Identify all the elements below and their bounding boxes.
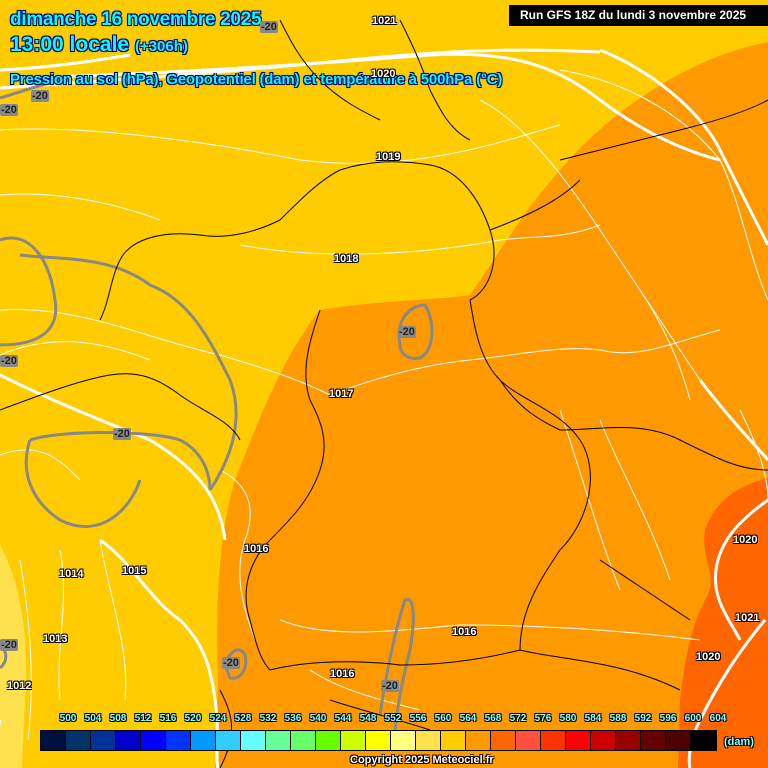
isobar-label: 1016: [330, 668, 355, 680]
legend-tick: 588: [609, 713, 627, 724]
legend-swatch: [441, 731, 466, 750]
legend-swatch: [166, 731, 191, 750]
forecast-offset: (+306h): [134, 38, 188, 55]
legend-tick: 576: [534, 713, 552, 724]
legend-swatch: [541, 731, 566, 750]
legend-unit: (dam): [724, 736, 754, 748]
geopotential-564-568-area: [215, 42, 768, 768]
legend-swatch: [616, 731, 641, 750]
isobar-1020-east: [599, 48, 768, 246]
legend-tick: 528: [234, 713, 252, 724]
color-legend: [40, 730, 717, 751]
isobar-label: 1021: [372, 15, 397, 27]
legend-swatch: [566, 731, 591, 750]
legend-tick: 516: [159, 713, 177, 724]
legend-swatch: [691, 731, 716, 750]
legend-tick: 564: [459, 713, 477, 724]
legend-swatch: [416, 731, 441, 750]
legend-tick: 600: [684, 713, 702, 724]
legend-swatch: [666, 731, 691, 750]
map-parameters: Pression au sol (hPa), Geopotentiel (dam…: [10, 71, 503, 88]
isobar-label: 1016: [452, 626, 477, 638]
legend-tick: 512: [134, 713, 152, 724]
legend-tick: 572: [509, 713, 527, 724]
legend-tick: 584: [584, 713, 602, 724]
legend-swatch: [366, 731, 391, 750]
legend-swatch: [341, 731, 366, 750]
geopotential-568-572-area: [678, 478, 768, 768]
isobar-label: 1015: [122, 565, 147, 577]
forecast-time: 13:00 locale (+306h): [10, 33, 188, 57]
isotherm-label: -20: [0, 355, 18, 367]
legend-tick: 604: [709, 713, 727, 724]
legend-swatch: [491, 731, 516, 750]
isotherm-label: -20: [398, 326, 416, 338]
legend-tick: 560: [434, 713, 452, 724]
legend-tick: 536: [284, 713, 302, 724]
legend-tick: 592: [634, 713, 652, 724]
legend-swatch: [41, 731, 66, 750]
isotherm-label: -20: [113, 428, 131, 440]
legend-swatch: [516, 731, 541, 750]
legend-tick: 524: [209, 713, 227, 724]
legend-tick: 552: [384, 713, 402, 724]
legend-swatch: [91, 731, 116, 750]
legend-swatch: [466, 731, 491, 750]
legend-swatch: [241, 731, 266, 750]
legend-swatch: [191, 731, 216, 750]
isotherm-label: -20: [222, 657, 240, 669]
legend-swatch: [66, 731, 91, 750]
legend-swatch: [216, 731, 241, 750]
isobar-label: 1019: [376, 151, 401, 163]
legend-tick: 556: [409, 713, 427, 724]
isobar-label: 1012: [7, 680, 32, 692]
country-borders: [0, 19, 768, 768]
legend-tick: 568: [484, 713, 502, 724]
isobar-label: 1013: [43, 633, 68, 645]
isotherm-label: -20: [260, 21, 278, 33]
isotherms: [0, 78, 434, 741]
isotherm-label: -20: [381, 680, 399, 692]
isotherm-label: -20: [31, 90, 49, 102]
legend-tick: 544: [334, 713, 352, 724]
legend-swatch: [591, 731, 616, 750]
isobar-label: 1018: [334, 253, 359, 265]
legend-ticks: 500 504 508 512 516 520 524 528 532 536 540 544 548 5…: [0, 713, 768, 727]
isotherm-label: -20: [0, 639, 18, 651]
legend-swatch: [141, 731, 166, 750]
legend-tick: 508: [109, 713, 127, 724]
isobar-label: 1021: [735, 612, 760, 624]
legend-tick: 596: [659, 713, 677, 724]
isobar-label: 1020: [696, 651, 721, 663]
forecast-date: dimanche 16 novembre 2025: [10, 9, 262, 30]
legend-swatch: [641, 731, 666, 750]
copyright: Copyright 2025 Meteociel.fr: [350, 754, 494, 766]
legend-tick: 540: [309, 713, 327, 724]
legend-tick: 532: [259, 713, 277, 724]
isobars-major: [0, 48, 768, 768]
isobar-label: 1020: [733, 534, 758, 546]
legend-swatch: [266, 731, 291, 750]
legend-swatch: [116, 731, 141, 750]
isobar-label: 1016: [244, 543, 269, 555]
legend-tick: 580: [559, 713, 577, 724]
legend-tick: 504: [84, 713, 102, 724]
legend-tick: 548: [359, 713, 377, 724]
legend-swatch: [391, 731, 416, 750]
isobar-label: 1020: [371, 68, 396, 80]
legend-swatch: [316, 731, 341, 750]
isobar-label: 1017: [329, 388, 354, 400]
legend-swatch: [291, 731, 316, 750]
run-info: Run GFS 18Z du lundi 3 novembre 2025: [509, 5, 768, 26]
legend-tick: 500: [59, 713, 77, 724]
isobar-label: 1014: [59, 568, 84, 580]
isotherm-label: -20: [0, 104, 18, 116]
geopotential-556-560-area: [0, 545, 27, 768]
legend-tick: 520: [184, 713, 202, 724]
forecast-local-time: 13:00 locale: [10, 33, 130, 56]
